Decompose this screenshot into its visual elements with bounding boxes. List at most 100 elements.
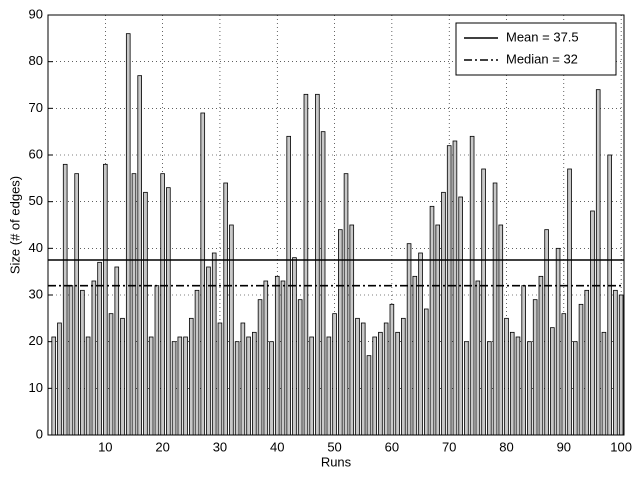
bar xyxy=(372,336,377,436)
bar xyxy=(274,275,280,436)
x-tick-label: 10 xyxy=(98,439,112,454)
x-tick-label: 20 xyxy=(155,439,169,454)
bar xyxy=(57,322,62,436)
bar xyxy=(257,299,263,436)
bar xyxy=(269,341,274,436)
legend-box xyxy=(455,22,617,76)
bar xyxy=(125,33,131,436)
bar xyxy=(349,224,355,436)
bar xyxy=(366,355,372,436)
bar xyxy=(206,266,211,436)
bar xyxy=(401,317,406,436)
bar xyxy=(521,285,526,436)
bar xyxy=(177,336,183,436)
bar xyxy=(263,280,269,436)
x-tick-label: 70 xyxy=(442,439,456,454)
bar xyxy=(160,173,165,436)
bar xyxy=(120,317,125,436)
y-tick-label: 30 xyxy=(29,286,43,301)
bar xyxy=(590,210,595,436)
bar xyxy=(538,275,544,436)
bar xyxy=(234,341,240,436)
bar xyxy=(395,331,400,436)
bar xyxy=(515,336,521,436)
bar xyxy=(320,131,326,436)
bar xyxy=(481,168,486,436)
bar xyxy=(62,163,68,436)
bar xyxy=(441,191,446,436)
bar xyxy=(292,257,297,436)
bar xyxy=(389,303,395,436)
bar xyxy=(194,289,200,436)
bar xyxy=(148,336,154,436)
bar xyxy=(303,93,309,436)
bar xyxy=(108,313,114,436)
y-tick-label: 20 xyxy=(29,333,43,348)
bar xyxy=(435,224,441,436)
bar xyxy=(51,336,57,436)
bar xyxy=(458,196,463,436)
bar xyxy=(509,331,515,436)
x-tick-label: 100 xyxy=(610,439,632,454)
bar xyxy=(561,313,567,436)
bar xyxy=(91,280,97,436)
bar xyxy=(504,317,509,436)
x-tick-label: 90 xyxy=(557,439,571,454)
bar xyxy=(429,205,435,436)
bar xyxy=(183,336,188,436)
bar xyxy=(378,331,383,436)
bar xyxy=(498,224,504,436)
bar xyxy=(383,322,389,436)
bar xyxy=(475,280,481,436)
bar xyxy=(280,280,286,436)
bar xyxy=(97,261,102,436)
bar xyxy=(74,173,79,436)
bar xyxy=(131,173,137,436)
bar xyxy=(618,294,624,436)
bar xyxy=(532,299,538,436)
bar xyxy=(355,317,360,436)
bar xyxy=(240,322,246,436)
bar xyxy=(246,336,251,436)
bar xyxy=(406,243,412,436)
x-tick-label: 40 xyxy=(270,439,284,454)
plot-frame xyxy=(47,14,625,436)
bar xyxy=(326,336,332,436)
bar xyxy=(315,93,320,436)
x-tick-label: 60 xyxy=(385,439,399,454)
legend-label: Median = 32 xyxy=(506,51,578,66)
bar xyxy=(550,327,555,436)
y-tick-label: 40 xyxy=(29,240,43,255)
y-tick-label: 80 xyxy=(29,53,43,68)
bar xyxy=(217,322,223,436)
bar xyxy=(223,182,228,436)
bar xyxy=(332,313,337,436)
bar xyxy=(418,252,423,436)
bar xyxy=(613,289,618,436)
y-tick-label: 60 xyxy=(29,146,43,161)
bar xyxy=(80,289,85,436)
bar xyxy=(572,341,578,436)
bar xyxy=(412,275,418,436)
bar xyxy=(252,331,257,436)
bar xyxy=(452,140,458,436)
bar xyxy=(200,112,206,436)
bar xyxy=(103,163,108,436)
bar xyxy=(601,331,607,436)
y-axis-label: Size (# of edges) xyxy=(7,176,22,274)
bar xyxy=(423,308,429,436)
bar xyxy=(555,247,561,436)
x-axis-label: Runs xyxy=(321,454,352,469)
x-tick-label: 30 xyxy=(213,439,227,454)
bar xyxy=(578,303,584,436)
bar xyxy=(229,224,234,436)
bar xyxy=(137,75,142,436)
bar xyxy=(297,299,303,436)
bar xyxy=(309,336,314,436)
x-tick-label: 80 xyxy=(499,439,513,454)
bar xyxy=(487,341,492,436)
x-tick-label: 50 xyxy=(327,439,341,454)
bar xyxy=(211,252,217,436)
